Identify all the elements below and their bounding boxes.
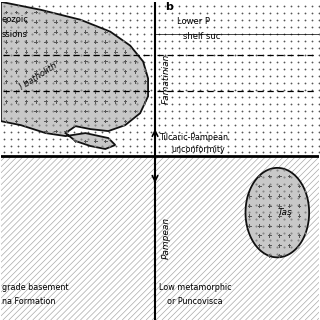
Text: Lower P: Lower P bbox=[177, 17, 210, 26]
Bar bbox=[1, 2, 155, 156]
Polygon shape bbox=[1, 2, 148, 149]
Text: Famatinian: Famatinian bbox=[162, 54, 171, 104]
Bar bbox=[1, 156, 155, 320]
Text: shelf suc: shelf suc bbox=[183, 32, 220, 41]
Polygon shape bbox=[245, 168, 309, 257]
Bar bbox=[155, 2, 319, 156]
Text: Low metamorphic: Low metamorphic bbox=[159, 283, 232, 292]
Text: l batholith: l batholith bbox=[19, 61, 59, 92]
Text: or Puncovisca: or Puncovisca bbox=[167, 297, 223, 306]
Bar bbox=[155, 156, 319, 320]
Text: na Formation: na Formation bbox=[2, 297, 55, 306]
Text: b: b bbox=[165, 2, 173, 12]
Text: unconformity: unconformity bbox=[171, 145, 225, 154]
Text: grade basement: grade basement bbox=[2, 283, 68, 292]
Text: Tas: Tas bbox=[278, 208, 293, 217]
Text: Tilcaric-Pampean: Tilcaric-Pampean bbox=[159, 133, 228, 142]
Text: ssions: ssions bbox=[2, 30, 28, 39]
Text: eozoic: eozoic bbox=[2, 15, 29, 24]
Text: Pampean: Pampean bbox=[162, 217, 171, 259]
